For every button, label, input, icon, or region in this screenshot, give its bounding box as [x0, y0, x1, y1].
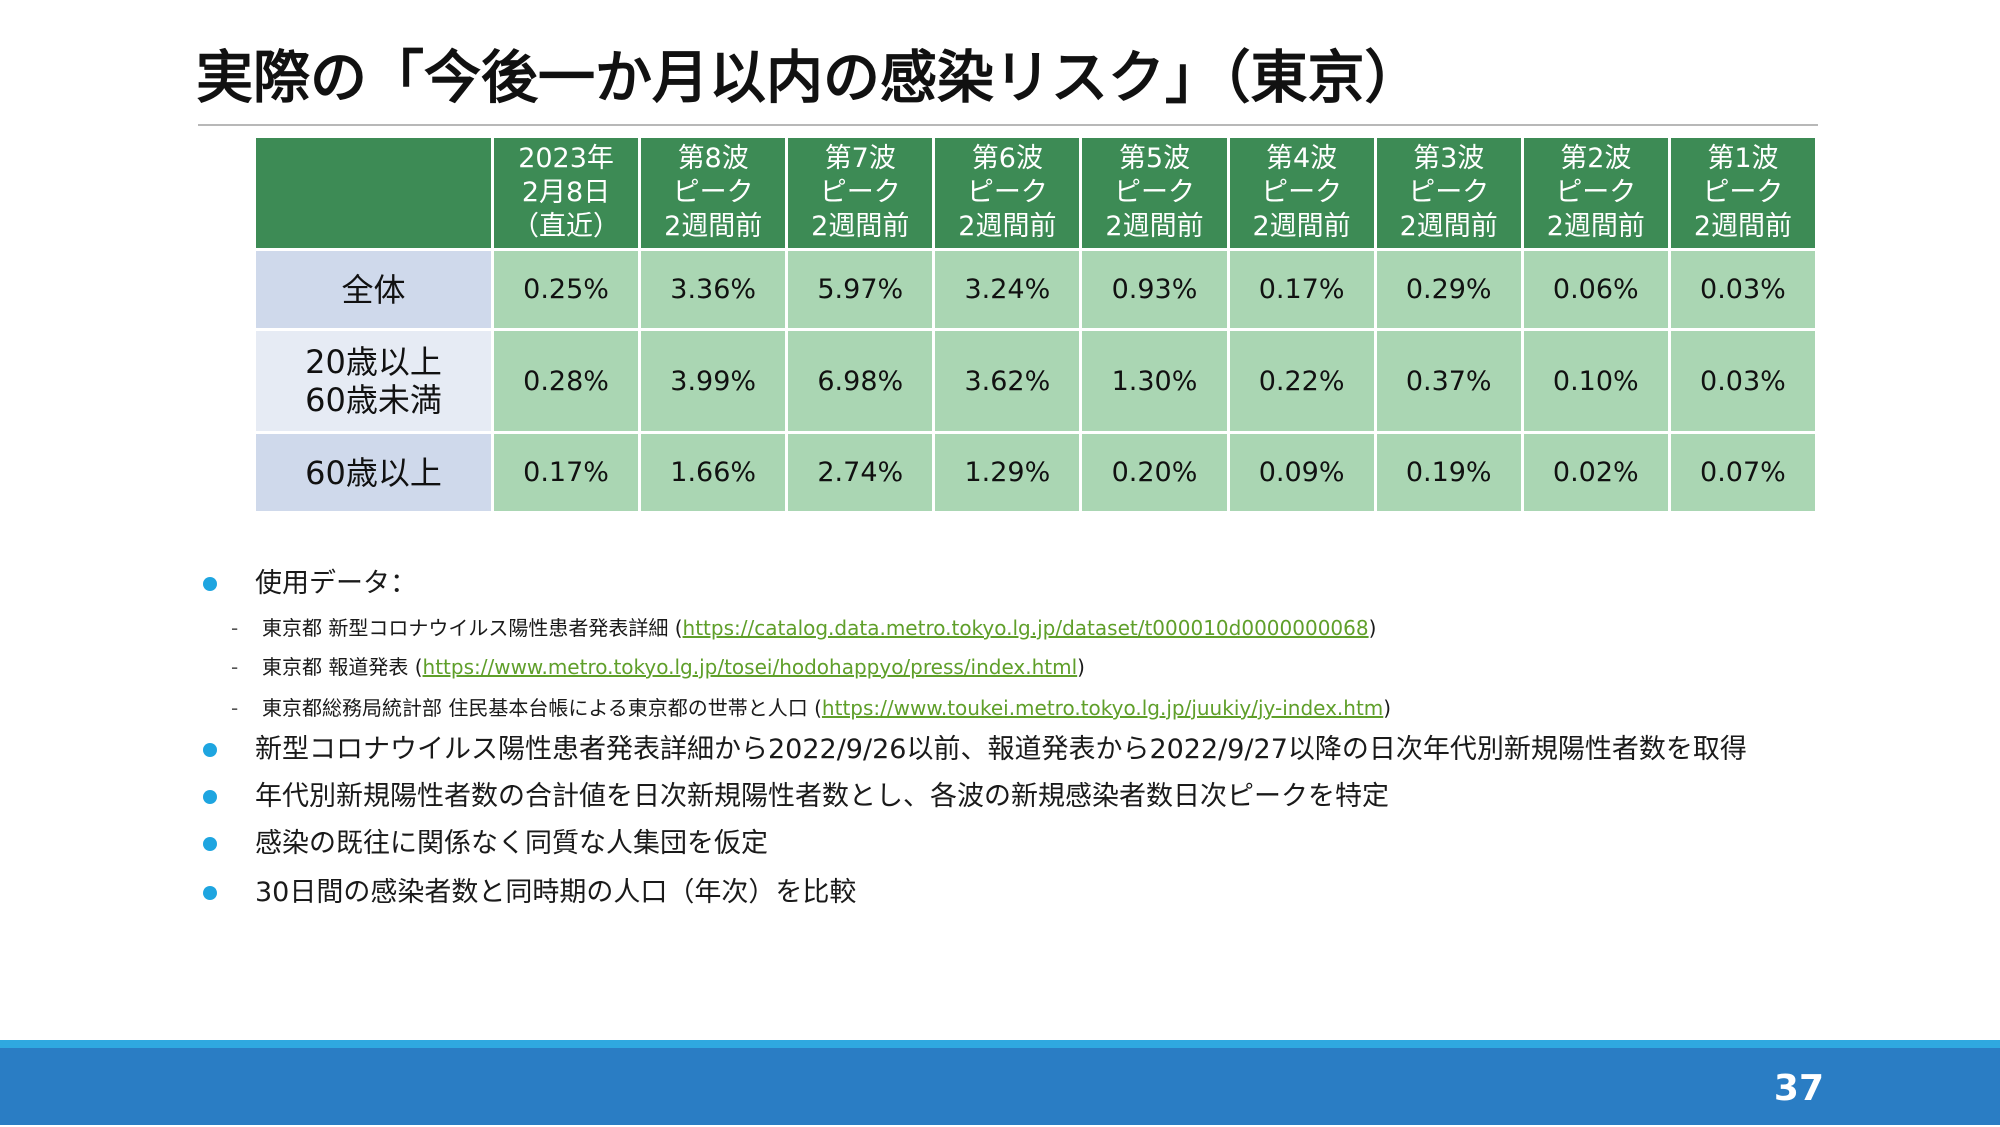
bullet-dot-icon	[203, 790, 217, 804]
source-line: 東京都 新型コロナウイルス陽性患者発表詳細 (https://catalog.d…	[262, 614, 1376, 642]
table-cell: 0.29%	[1373, 248, 1524, 331]
table-cell: 0.37%	[1373, 328, 1524, 434]
table-cell: 0.02%	[1520, 431, 1671, 514]
table-cell: 3.99%	[638, 328, 789, 434]
table-cell: 0.28%	[490, 328, 642, 434]
source-suffix: )	[1383, 696, 1392, 720]
table-header-row: 2023年 2月8日 （直近） 第8波 ピーク 2週間前 第7波 ピーク 2週間前第…	[253, 135, 1819, 251]
source-label: 東京都 新型コロナウイルス陽性患者発表詳細 (	[262, 616, 683, 640]
table-cell: 0.06%	[1520, 248, 1671, 331]
source-line: 東京都総務局統計部 住民基本台帳による東京都の世帯と人口 (https://ww…	[262, 694, 1391, 722]
note-text: 使用データ：	[255, 568, 417, 599]
table-cell: 3.62%	[932, 328, 1083, 434]
dash-icon: -	[231, 696, 239, 720]
source-link[interactable]: https://catalog.data.metro.tokyo.lg.jp/d…	[682, 616, 1369, 640]
table-cell: 0.03%	[1667, 248, 1819, 331]
column-header: 第2波 ピーク 2週間前	[1520, 135, 1671, 251]
source-link[interactable]: https://www.toukei.metro.tokyo.lg.jp/juu…	[821, 696, 1384, 720]
source-link[interactable]: https://www.metro.tokyo.lg.jp/tosei/hodo…	[422, 655, 1078, 679]
title-divider	[198, 124, 1818, 126]
bullet-dot-icon	[203, 743, 217, 757]
table-cell: 0.17%	[490, 431, 642, 514]
table-cell: 0.17%	[1226, 248, 1377, 331]
table-cell: 0.25%	[490, 248, 642, 331]
row-header: 60歳以上	[253, 431, 494, 514]
dash-icon: -	[231, 616, 239, 640]
column-header: 第5波 ピーク 2週間前	[1079, 135, 1230, 251]
column-header: 第4波 ピーク 2週間前	[1226, 135, 1377, 251]
table-cell: 1.30%	[1079, 328, 1230, 434]
risk-table: 2023年 2月8日 （直近） 第8波 ピーク 2週間前 第7波 ピーク 2週間前第…	[253, 135, 1819, 514]
bullet-dot-icon	[203, 837, 217, 851]
table-row: 20歳以上 60歳未満 0.28% 3.99% 6.98% 3.62% 1.30% 0.22…	[253, 328, 1819, 434]
table-cell: 5.97%	[785, 248, 936, 331]
table-corner-cell	[253, 135, 494, 251]
note-text: 感染の既往に関係なく同質な人集団を仮定	[255, 828, 768, 859]
bullet-dot-icon	[203, 577, 217, 591]
source-label: 東京都 報道発表 (	[262, 655, 423, 679]
note-text: 新型コロナウイルス陽性患者発表詳細から2022/9/26以前、報道発表から202…	[255, 734, 1747, 765]
table-cell: 0.10%	[1520, 328, 1671, 434]
table-cell: 1.66%	[638, 431, 789, 514]
table-cell: 3.36%	[638, 248, 789, 331]
table-cell: 0.20%	[1079, 431, 1230, 514]
table-body: 全体 0.25% 3.36% 5.97% 3.24% 0.93% 0.17% 0.29% 0.0…	[253, 248, 1819, 514]
row-header: 20歳以上 60歳未満	[253, 328, 494, 434]
column-header: 第3波 ピーク 2週間前	[1373, 135, 1524, 251]
slide-title: 実際の「今後一か月以内の感染リスク」（東京）	[196, 45, 1422, 111]
note-text: 30日間の感染者数と同時期の人口（年次）を比較	[255, 877, 857, 908]
table-cell: 2.74%	[785, 431, 936, 514]
source-line: 東京都 報道発表 (https://www.metro.tokyo.lg.jp/…	[262, 653, 1085, 681]
table-cell: 6.98%	[785, 328, 936, 434]
table-cell: 1.29%	[932, 431, 1083, 514]
table-cell: 0.09%	[1226, 431, 1377, 514]
column-header: 第6波 ピーク 2週間前	[932, 135, 1083, 251]
table-cell: 3.24%	[932, 248, 1083, 331]
table-row: 60歳以上 0.17% 1.66% 2.74% 1.29% 0.20% 0.09% 0.19%…	[253, 431, 1819, 514]
column-header: 第7波 ピーク 2週間前	[785, 135, 936, 251]
footer-bar	[0, 1048, 2000, 1125]
source-label: 東京都総務局統計部 住民基本台帳による東京都の世帯と人口 (	[262, 696, 822, 720]
dash-icon: -	[231, 655, 239, 679]
column-header: 第8波 ピーク 2週間前	[638, 135, 789, 251]
page-number: 37	[1773, 1068, 1824, 1109]
column-header: 2023年 2月8日 （直近）	[490, 135, 642, 251]
table-cell: 0.22%	[1226, 328, 1377, 434]
row-header: 全体	[253, 248, 494, 331]
column-header: 第1波 ピーク 2週間前	[1667, 135, 1819, 251]
footer-accent-strip	[0, 1040, 2000, 1048]
table-cell: 0.07%	[1667, 431, 1819, 514]
table-cell: 0.03%	[1667, 328, 1819, 434]
table-row: 全体 0.25% 3.36% 5.97% 3.24% 0.93% 0.17% 0.29% 0.0…	[253, 248, 1819, 331]
table-cell: 0.19%	[1373, 431, 1524, 514]
source-suffix: )	[1368, 616, 1377, 640]
bullet-dot-icon	[203, 886, 217, 900]
table-cell: 0.93%	[1079, 248, 1230, 331]
source-suffix: )	[1077, 655, 1085, 679]
note-text: 年代別新規陽性者数の合計値を日次新規陽性者数とし、各波の新規感染者数日次ピークを…	[255, 781, 1389, 812]
